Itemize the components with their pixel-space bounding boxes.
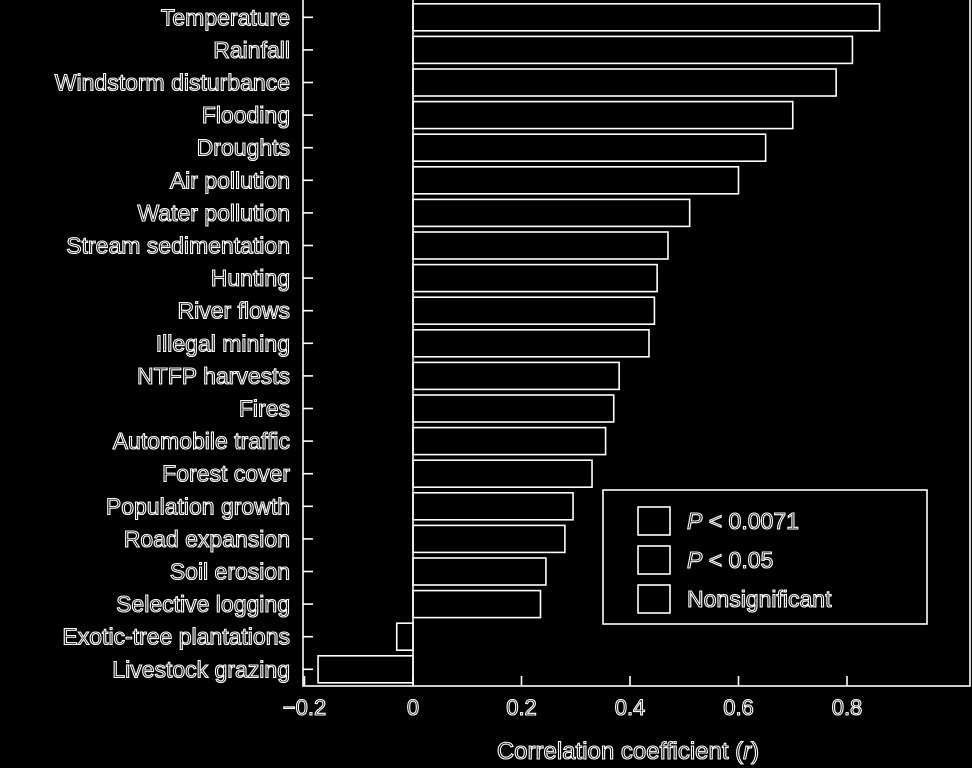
bar-0	[412, 2, 881, 32]
bar-14	[412, 459, 593, 489]
category-label-8: Hunting	[211, 265, 290, 291]
x-tick-label-2: 0.2	[506, 695, 537, 720]
category-label-7: Stream sedimentation	[66, 233, 290, 259]
bar-7	[412, 231, 669, 260]
legend: P < 0.0071 P < 0.05 Nonsignificant	[602, 489, 928, 625]
legend-items: P < 0.0071 P < 0.05 Nonsignificant	[637, 506, 833, 614]
bar-1	[412, 35, 854, 65]
bar-9	[412, 296, 656, 326]
bar-17	[412, 557, 547, 586]
category-label-10: Illegal mining	[156, 330, 290, 356]
x-axis-ticks: −0.2 0 0.2 0.4 0.6 0.8	[282, 0, 863, 721]
x-tick-label-0: −0.2	[283, 695, 326, 720]
bar-5	[412, 166, 740, 195]
legend-swatch-2	[637, 584, 671, 614]
bar-13	[412, 426, 607, 456]
category-label-17: Soil erosion	[170, 559, 290, 585]
bar-19	[395, 622, 414, 652]
bar-6	[412, 198, 691, 228]
bar-18	[412, 589, 542, 619]
plot-frame	[302, 0, 971, 687]
category-labels: Temperature Rainfall Windstorm disturbance…	[54, 4, 291, 683]
bar-15	[412, 491, 574, 521]
bar-10	[412, 328, 650, 358]
category-label-15: Population growth	[106, 493, 290, 519]
category-label-19: Exotic-tree plantations	[62, 624, 290, 650]
category-label-13: Automobile traffic	[113, 428, 290, 454]
category-label-14: Forest cover	[162, 461, 290, 487]
bar-16	[412, 524, 566, 554]
category-label-20: Livestock grazing	[112, 656, 290, 682]
category-label-18: Selective logging	[116, 591, 290, 617]
category-label-2: Windstorm disturbance	[55, 70, 290, 96]
category-label-16: Road expansion	[124, 526, 290, 552]
category-label-12: Fires	[239, 396, 290, 422]
x-tick-label-4: 0.6	[723, 695, 754, 720]
bar-2	[412, 68, 837, 97]
bar-8	[412, 263, 658, 293]
x-tick-label-5: 0.8	[832, 695, 863, 720]
legend-label-0: P < 0.0071	[687, 508, 799, 534]
legend-box	[602, 489, 928, 625]
category-label-0: Temperature	[161, 4, 290, 30]
x-tick-label-1: 0	[407, 695, 419, 720]
legend-swatch-1	[637, 545, 671, 575]
legend-label-1: P < 0.05	[687, 547, 773, 573]
category-label-9: River flows	[178, 298, 290, 324]
x-tick-label-3: 0.4	[615, 695, 646, 720]
bar-11	[412, 361, 620, 391]
bar-12	[412, 394, 615, 423]
bar-3	[412, 100, 794, 130]
bars-group	[317, 2, 881, 684]
bar-4	[412, 133, 767, 162]
category-label-11: NTFP harvests	[137, 363, 290, 389]
category-label-4: Droughts	[197, 135, 290, 161]
x-axis-title: Correlation coefficient (r)	[497, 738, 759, 765]
legend-label-2: Nonsignificant	[687, 586, 832, 612]
category-label-3: Flooding	[202, 102, 290, 128]
legend-swatch-0	[637, 506, 671, 536]
category-label-6: Water pollution	[137, 200, 290, 226]
category-label-1: Rainfall	[213, 37, 290, 63]
category-label-5: Air pollution	[170, 167, 290, 193]
bar-20	[317, 654, 414, 684]
